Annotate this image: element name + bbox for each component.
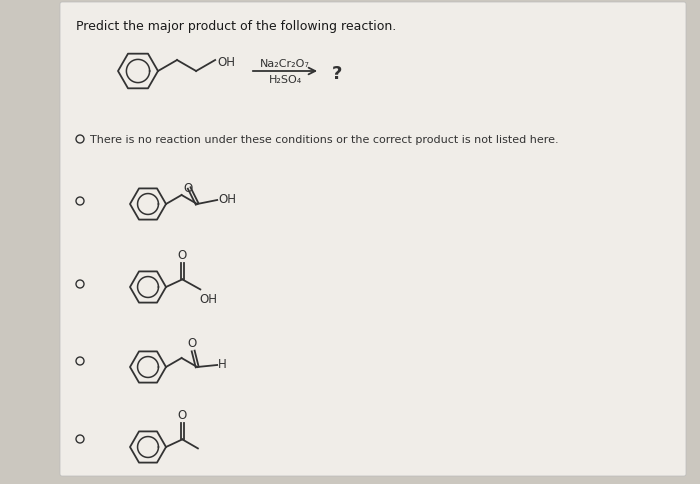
Text: OH: OH [217, 55, 235, 68]
FancyBboxPatch shape [60, 3, 686, 476]
Text: OH: OH [199, 293, 217, 306]
Text: O: O [188, 336, 197, 349]
Text: Predict the major product of the following reaction.: Predict the major product of the followi… [76, 20, 396, 33]
Text: H: H [218, 358, 227, 371]
Text: O: O [183, 182, 192, 195]
Text: O: O [178, 408, 187, 422]
Text: Na₂Cr₂O₇: Na₂Cr₂O₇ [260, 59, 310, 69]
Text: H₂SO₄: H₂SO₄ [268, 75, 302, 85]
Text: OH: OH [218, 193, 236, 206]
Text: ?: ? [332, 65, 342, 83]
Text: There is no reaction under these conditions or the correct product is not listed: There is no reaction under these conditi… [90, 135, 559, 145]
Text: O: O [178, 249, 187, 262]
